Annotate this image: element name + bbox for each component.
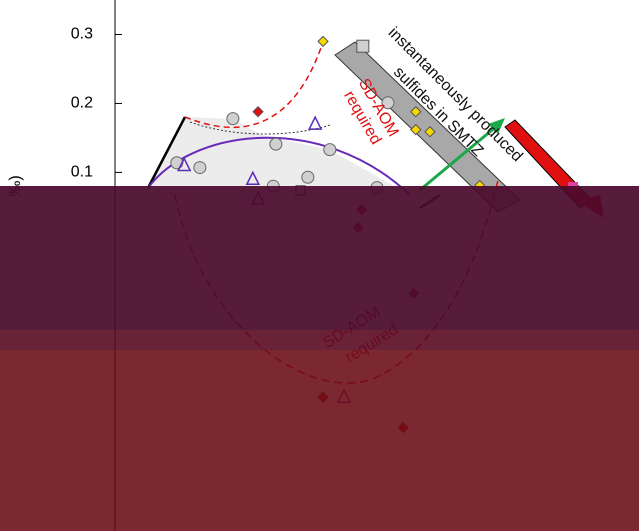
overlay	[0, 330, 639, 350]
point	[323, 143, 337, 157]
segment	[146, 116, 187, 189]
point	[252, 106, 264, 118]
curve	[147, 136, 411, 196]
arrow	[419, 123, 499, 192]
point	[176, 156, 192, 172]
point	[410, 123, 422, 136]
point	[356, 39, 370, 53]
point	[269, 137, 283, 151]
overlay	[0, 186, 639, 330]
arrow-head	[488, 118, 505, 134]
point	[301, 170, 315, 184]
point	[170, 156, 184, 170]
y-tick-label: 0.1	[71, 164, 93, 181]
point	[410, 106, 422, 118]
point	[307, 115, 323, 130]
overlay	[0, 350, 639, 531]
point	[193, 161, 207, 175]
y-tick-label: 0.3	[71, 26, 93, 43]
point	[424, 126, 436, 138]
point	[245, 170, 261, 186]
point	[381, 96, 395, 110]
point	[317, 35, 329, 48]
y-tick-label: 0.2	[71, 95, 93, 112]
dashed-curve	[184, 41, 324, 129]
point	[226, 112, 240, 126]
